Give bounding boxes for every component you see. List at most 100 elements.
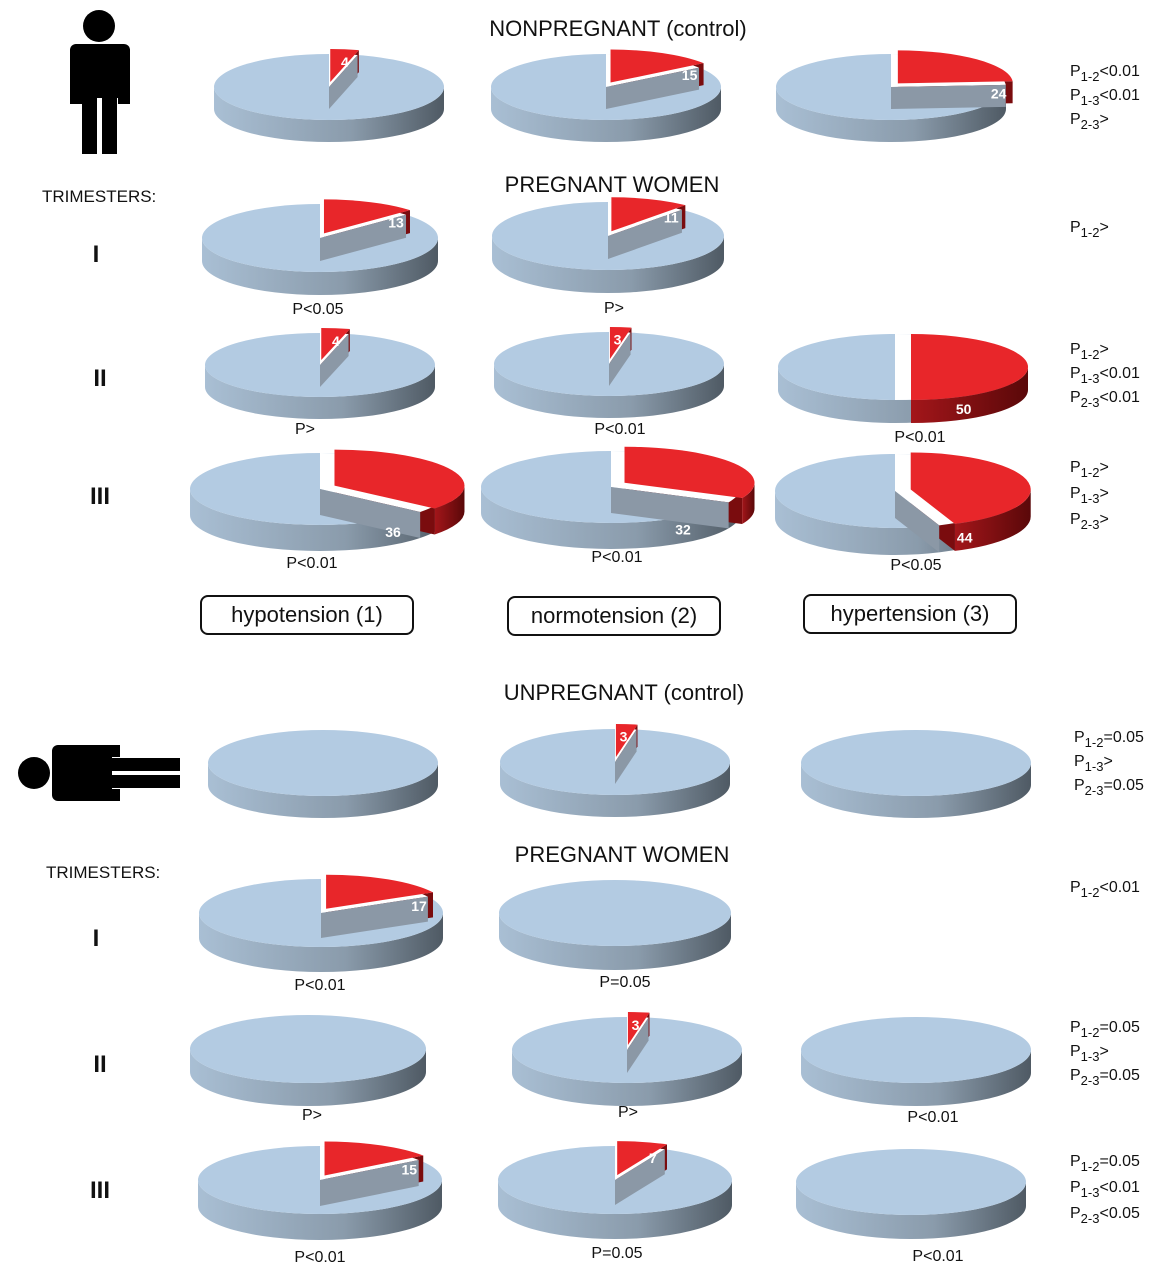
- slice-value-label: 11: [664, 210, 679, 226]
- slice-value-label: 15: [682, 67, 698, 83]
- highlight-slice-top: [609, 327, 632, 360]
- pie-chart: 36: [190, 449, 465, 551]
- legend-hypertension: hypertension (3): [803, 594, 1017, 634]
- slice-value-label: 17: [411, 898, 427, 914]
- legend-normotension-label: normotension (2): [531, 603, 697, 628]
- significance-annotations: P1-2<0.01 P1-3<0.01 P2-3> P1-2> P1-2> P1-3<0.…: [1070, 63, 1144, 1226]
- pie-p-value-label: P<0.01: [294, 977, 345, 994]
- slice-gap-wall: [615, 729, 637, 784]
- pie-chart: [208, 730, 438, 818]
- trimester-label-I-lying: I: [93, 925, 100, 952]
- highlight-slice-top: [627, 1012, 650, 1046]
- slice-gap-wall: [608, 209, 682, 259]
- highlight-slice: [895, 452, 1031, 553]
- slice-value-label: 13: [388, 215, 404, 231]
- slice-value-label: 7: [649, 1150, 657, 1166]
- slice-gap-wall: [321, 896, 428, 938]
- highlight-slice-top: [334, 449, 465, 509]
- pie-side: [205, 365, 435, 419]
- significance-label: P1-3>: [1070, 485, 1109, 506]
- pie-side: [202, 238, 438, 295]
- significance-label: P2-3=0.05: [1074, 777, 1144, 798]
- pie-p-value-label: P=0.05: [591, 1245, 642, 1262]
- pie-side: [494, 364, 724, 418]
- pie-chart: [801, 730, 1031, 818]
- pie-p-value-label: P<0.01: [894, 429, 945, 446]
- legend-hypertension-label: hypertension (3): [831, 601, 990, 626]
- pie-chart: 3: [512, 1012, 742, 1106]
- slice-gap-wall: [320, 1160, 419, 1206]
- slice-gap-wall: [611, 487, 729, 529]
- lying-person-icon: [18, 745, 180, 801]
- pie-p-value-label: P>: [302, 1107, 322, 1124]
- significance-label: P1-2<0.01: [1070, 63, 1140, 84]
- pie-side: [198, 1180, 442, 1240]
- significance-label: P2-3<0.01: [1070, 389, 1140, 410]
- pie-side: [491, 87, 721, 142]
- pie-side: [208, 763, 438, 818]
- pie-chart: 3: [494, 327, 724, 418]
- slice-gap-wall: [320, 214, 407, 261]
- pie-p-value-label: P<0.01: [294, 1249, 345, 1262]
- slice-value-label: 4: [332, 333, 340, 349]
- highlight-slice: [611, 446, 755, 529]
- highlight-slice-top: [611, 197, 686, 232]
- pie-side: [512, 1050, 742, 1106]
- highlight-slice: [320, 1141, 424, 1206]
- slice-gap-wall: [615, 1149, 665, 1205]
- slice-gap-wall: [606, 67, 700, 109]
- pie-p-value-label: P<0.01: [594, 421, 645, 438]
- highlight-slice: [891, 50, 1013, 109]
- slice-gap-wall: [609, 332, 631, 386]
- highlight-slice-top: [615, 724, 638, 758]
- highlight-slice-side: [742, 482, 755, 525]
- highlight-slice-top: [323, 199, 410, 234]
- pie-side: [498, 1180, 732, 1239]
- pie-chart: 7: [498, 1141, 732, 1239]
- highlight-slice-top: [910, 452, 1031, 524]
- pie-chart: [190, 1015, 426, 1106]
- pie-chart: 3: [500, 724, 730, 817]
- legend-hypotension-label: hypotension (1): [231, 602, 383, 627]
- significance-label: P1-2=0.05: [1070, 1019, 1140, 1040]
- significance-label: P2-3>: [1070, 511, 1109, 532]
- significance-label: P1-2<0.01: [1070, 879, 1140, 900]
- pie-top: [208, 730, 438, 796]
- slice-gap-wall: [320, 334, 349, 387]
- pie-side: [492, 236, 724, 293]
- pie-chart: [796, 1149, 1026, 1239]
- pie-chart: 15: [491, 49, 721, 142]
- pie-side: [500, 762, 730, 817]
- pie-chart: 15: [198, 1141, 442, 1240]
- slice-value-label: 3: [614, 332, 622, 348]
- slice-value-label: 24: [991, 85, 1007, 101]
- highlight-slice-top: [617, 1141, 667, 1176]
- slice-value-label: 3: [632, 1017, 640, 1033]
- section-title-pregnant-lying: PREGNANT WOMEN: [515, 842, 730, 867]
- highlight-slice: [895, 334, 1028, 423]
- highlight-slice: [320, 449, 465, 538]
- pie-top: [796, 1149, 1026, 1215]
- pie-chart: 4: [205, 328, 435, 419]
- pie-p-value-label: P>: [618, 1104, 638, 1121]
- highlight-slice-top: [326, 874, 433, 909]
- pie-side: [801, 763, 1031, 818]
- highlight-slice: [615, 724, 638, 784]
- trimester-label-II-standing: II: [93, 365, 106, 392]
- pie-chart: 44: [775, 452, 1031, 555]
- trimesters-label-lying: TRIMESTERS:: [46, 863, 160, 882]
- pie-p-value-label: P>: [604, 300, 624, 317]
- slice-value-label: 36: [385, 524, 401, 540]
- significance-label: P2-3=0.05: [1070, 1067, 1140, 1088]
- slice-value-label: 4: [341, 54, 349, 70]
- pie-top: [801, 1017, 1031, 1083]
- pie-side: [481, 487, 741, 549]
- significance-label: P1-2=0.05: [1070, 1153, 1140, 1174]
- pie-chart: 11: [492, 197, 724, 293]
- pie-side: [190, 489, 450, 551]
- significance-label: P1-2>: [1070, 341, 1109, 362]
- highlight-slice-top: [321, 328, 350, 361]
- slice-gap-wall: [320, 489, 421, 538]
- trimesters-label-standing: TRIMESTERS:: [42, 187, 156, 206]
- significance-label: P1-3<0.01: [1070, 87, 1140, 108]
